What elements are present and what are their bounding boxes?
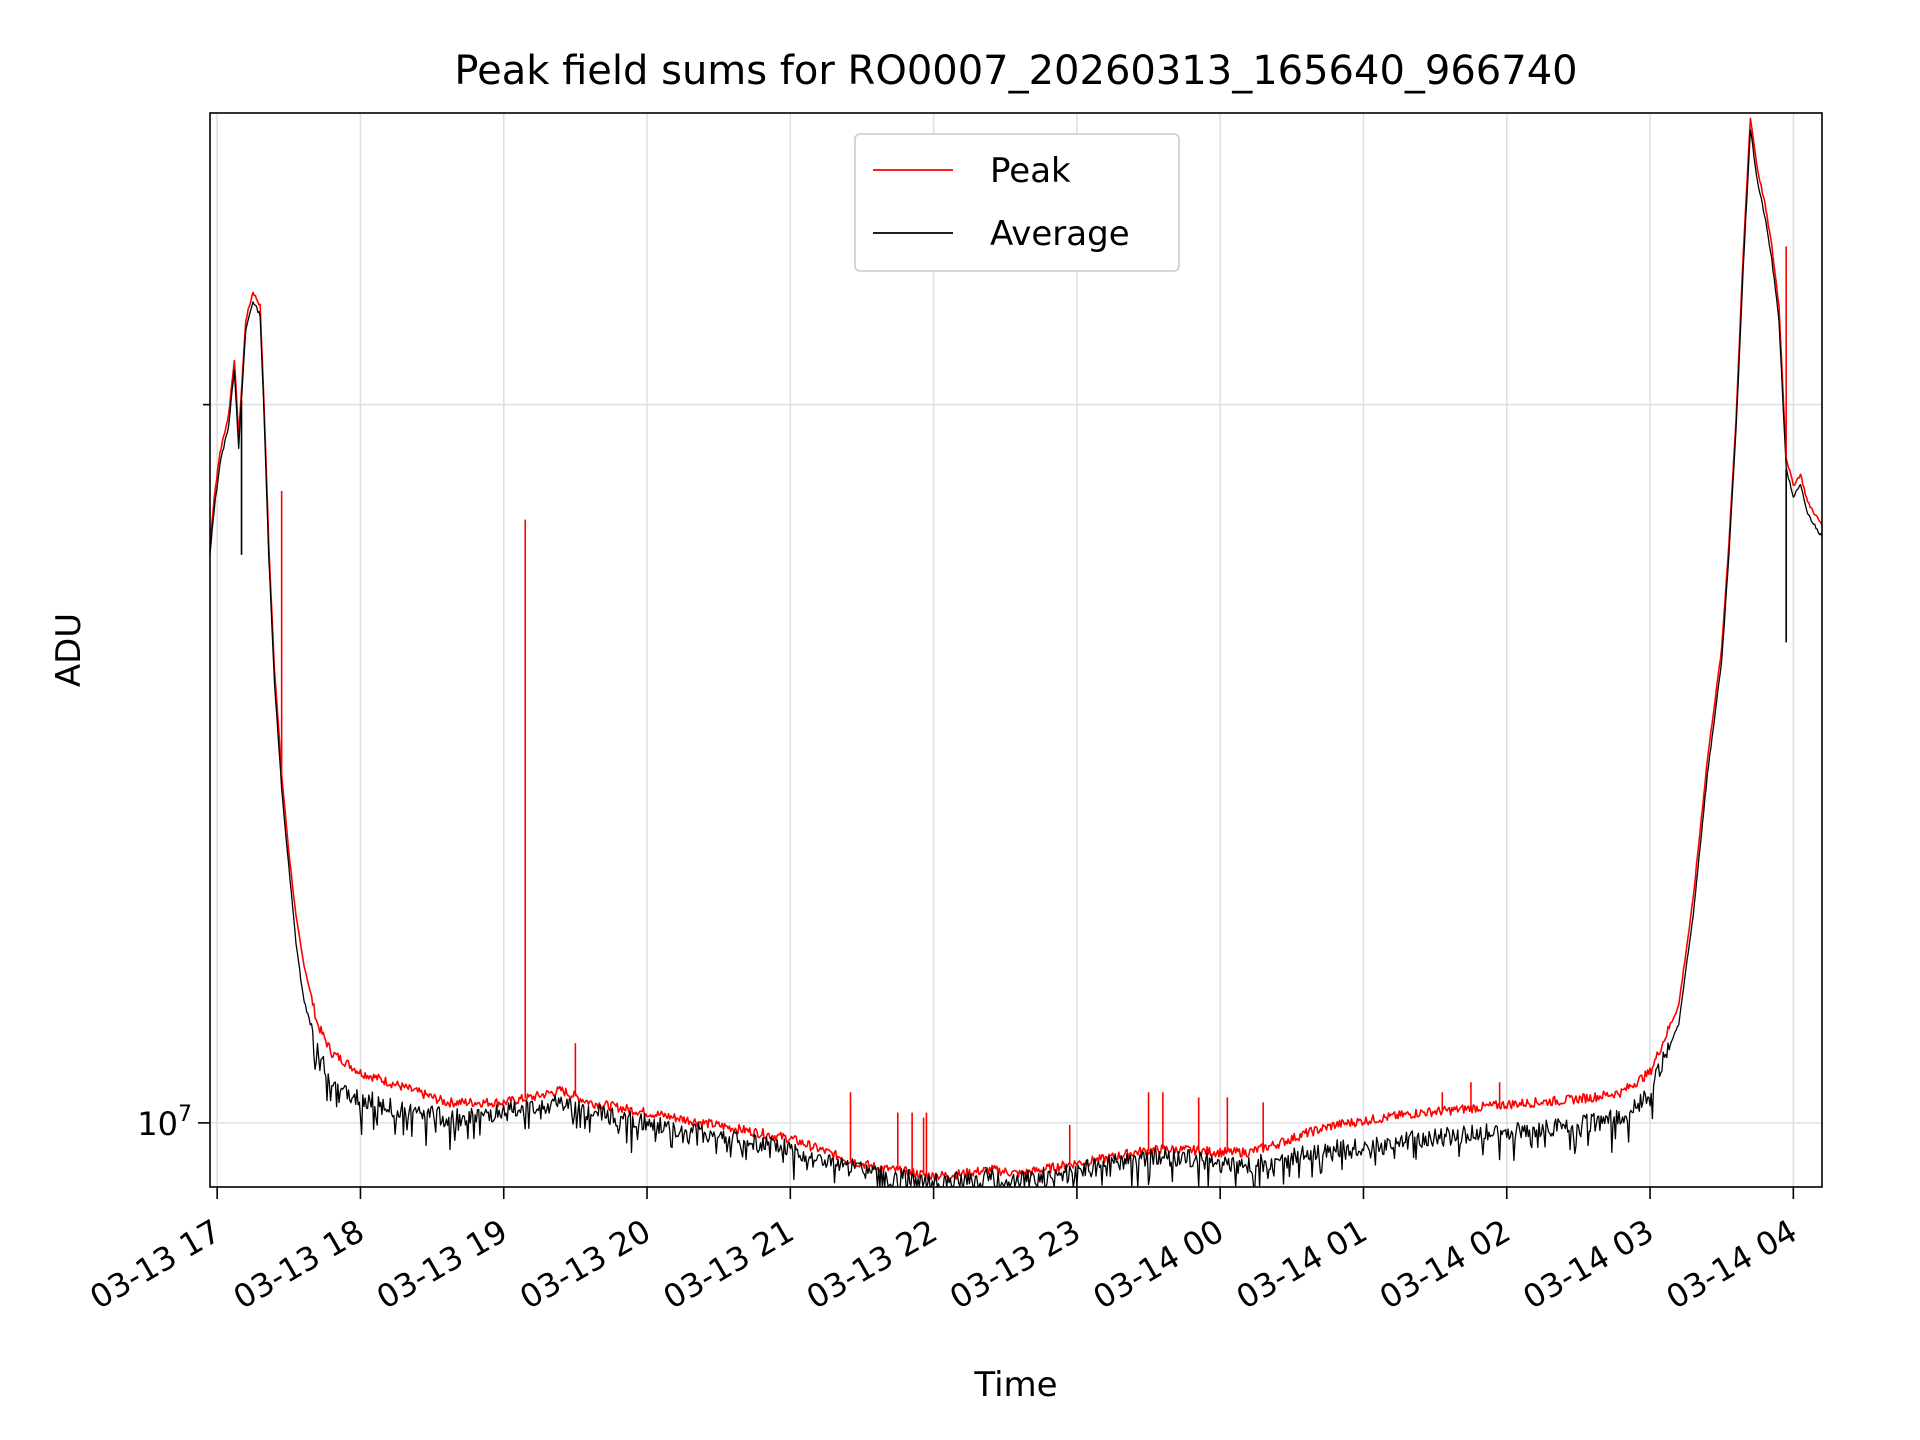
x-tick-label: 03-13 18	[227, 1212, 371, 1317]
series-line-average	[210, 129, 1822, 1187]
chart-title: Peak field sums for RO0007_20260313_1656…	[454, 48, 1577, 94]
grid	[210, 113, 1822, 1187]
x-tick-label: 03-14 04	[1660, 1212, 1804, 1317]
plot-area	[210, 117, 1822, 1187]
legend-label-average: Average	[990, 214, 1130, 254]
x-tick-label: 03-14 02	[1373, 1212, 1517, 1317]
x-tick-label: 03-14 01	[1230, 1212, 1374, 1317]
y-axis-label: ADU	[49, 613, 89, 687]
legend-label-peak: Peak	[990, 151, 1071, 191]
x-tick-label: 03-13 23	[943, 1212, 1087, 1317]
x-tick-label: 03-13 20	[513, 1212, 657, 1317]
x-tick-label: 03-13 17	[84, 1212, 228, 1317]
series-line-peak	[210, 117, 1822, 1182]
legend-box	[854, 133, 1180, 272]
x-tick-label: 03-14 03	[1516, 1212, 1660, 1317]
x-axis-label: Time	[973, 1365, 1057, 1405]
legend: Peak Average	[854, 133, 1180, 272]
axes-frame	[209, 112, 1823, 1188]
x-tick-label: 03-13 21	[657, 1212, 801, 1317]
x-tick-label: 03-13 22	[800, 1212, 944, 1317]
x-tick-label: 03-13 19	[370, 1212, 514, 1317]
y-tick-label: 107	[137, 1102, 192, 1143]
x-tick-label: 03-14 00	[1087, 1212, 1231, 1317]
